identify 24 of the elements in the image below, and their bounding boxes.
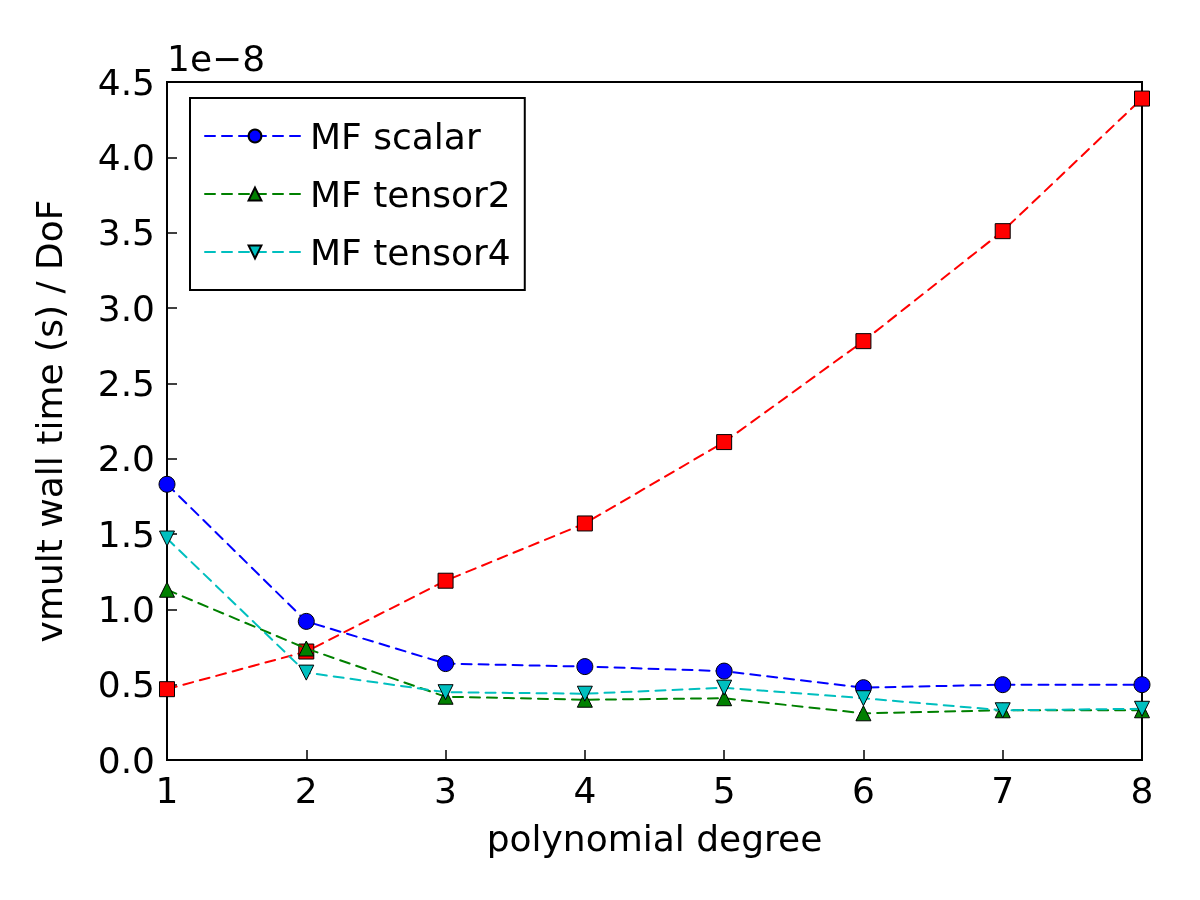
y-tick-label: 4.0 bbox=[97, 136, 155, 178]
x-tick-label: 6 bbox=[851, 769, 875, 811]
y-tick-label: 0.5 bbox=[97, 664, 155, 706]
text: 1e−8 bbox=[167, 37, 266, 79]
x-tick-label: 4 bbox=[573, 769, 597, 811]
y-tick-label: 2.5 bbox=[97, 362, 155, 404]
y-tick-label: 1.5 bbox=[97, 513, 155, 555]
legend-label: MF scalar bbox=[310, 115, 481, 157]
x-tick-label: 7 bbox=[991, 769, 1015, 811]
y-tick-label: 4.5 bbox=[97, 61, 155, 103]
y-tick-label: 3.0 bbox=[97, 287, 155, 329]
y-tick-label: 2.0 bbox=[97, 438, 155, 480]
legend-label: MF tensor2 bbox=[310, 173, 511, 215]
legend-label: MF tensor4 bbox=[310, 231, 511, 273]
x-tick-label: 5 bbox=[712, 769, 736, 811]
x-tick-label: 1 bbox=[155, 769, 179, 811]
x-axis-title: polynomial degree bbox=[486, 817, 823, 859]
y-tick-label: 0.0 bbox=[97, 739, 155, 781]
y-axis-title: vmult wall time (s) / DoF bbox=[28, 199, 70, 643]
y-tick-label: 1.0 bbox=[97, 588, 155, 630]
x-tick-label: 3 bbox=[434, 769, 458, 811]
y-tick-label: 3.5 bbox=[97, 212, 155, 254]
x-tick-label: 8 bbox=[1130, 769, 1154, 811]
x-tick-label: 2 bbox=[294, 769, 318, 811]
